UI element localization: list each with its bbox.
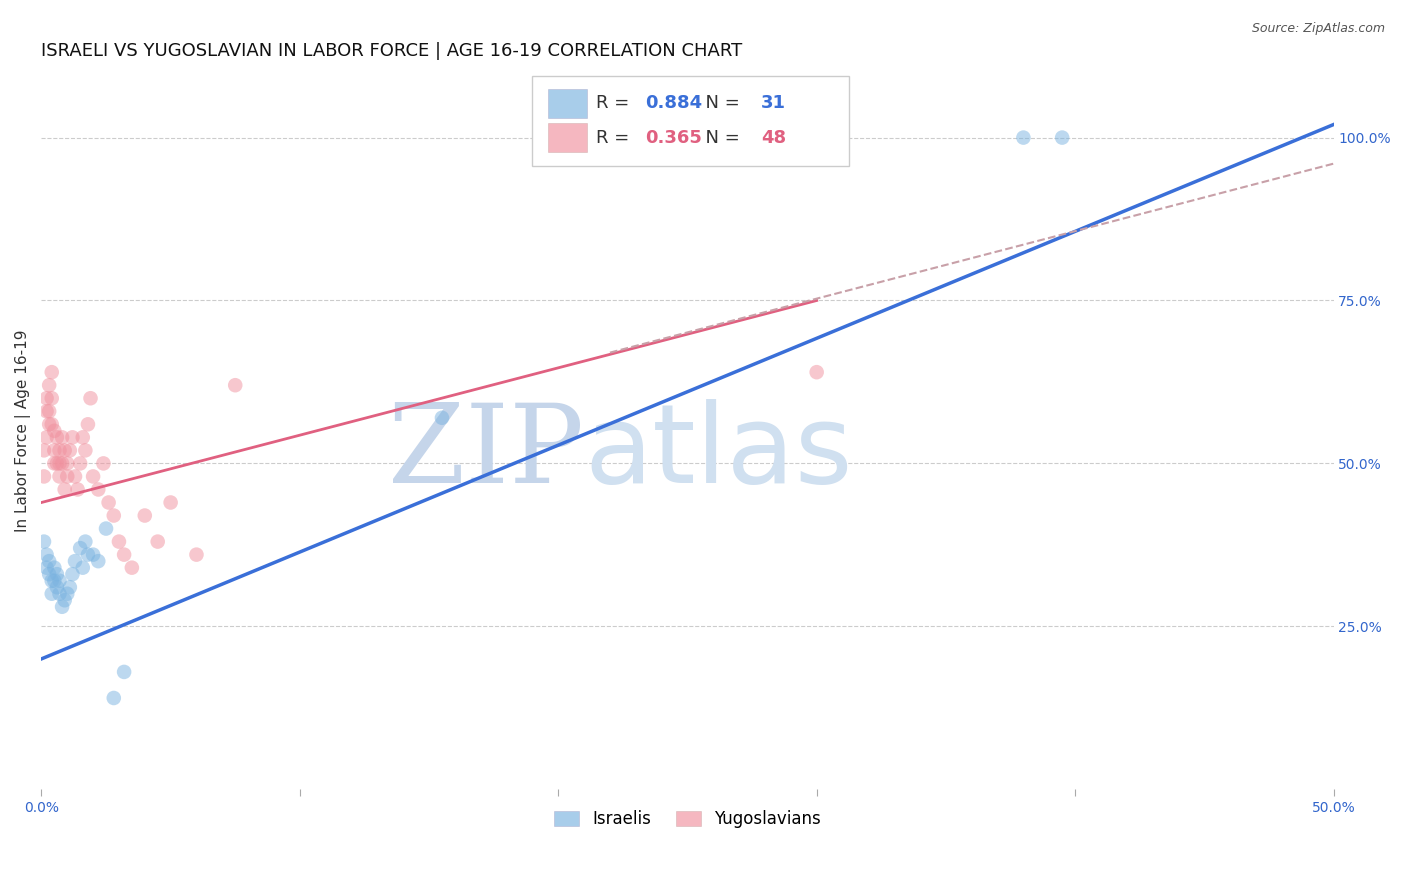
Text: R =: R = [596,95,634,112]
Point [38,567,60,582]
Point [75,534,97,549]
Point [45,457,67,471]
Point [45,580,67,594]
Text: 0.365: 0.365 [645,128,702,146]
Point [97,495,120,509]
Text: Source: ZipAtlas.com: Source: ZipAtlas.com [1251,22,1385,36]
Point [79,391,101,405]
Point [45,567,67,582]
Point [44,457,66,471]
Point [35,560,58,574]
Point [63,554,86,568]
Point [44,443,66,458]
FancyBboxPatch shape [533,76,849,166]
Point [35,404,58,418]
Text: ZIP: ZIP [388,399,583,506]
Point [66,483,89,497]
Point [63,469,86,483]
Point [62,430,84,444]
Text: N =: N = [695,95,745,112]
Point [35,548,58,562]
Point [146,534,169,549]
Point [224,378,246,392]
FancyBboxPatch shape [548,123,586,152]
Point [72,560,94,574]
Text: atlas: atlas [583,399,852,506]
Point [87,483,110,497]
Point [59,580,82,594]
Text: 0.884: 0.884 [645,95,702,112]
Point [82,469,104,483]
Point [38,378,60,392]
Text: R =: R = [596,128,634,146]
Point [41,574,63,588]
Point [430,410,453,425]
Point [35,391,58,405]
Point [41,587,63,601]
Point [121,560,143,574]
Point [103,508,125,523]
Point [48,587,70,601]
Point [1012,130,1035,145]
Point [44,424,66,438]
Point [112,548,135,562]
Point [1050,130,1073,145]
Text: ISRAELI VS YUGOSLAVIAN IN LABOR FORCE | AGE 16-19 CORRELATION CHART: ISRAELI VS YUGOSLAVIAN IN LABOR FORCE | … [41,42,742,60]
Point [41,417,63,432]
Text: N =: N = [695,128,745,146]
Point [41,365,63,379]
Point [44,560,66,574]
Point [41,391,63,405]
Point [103,691,125,706]
Point [93,457,115,471]
Point [53,443,76,458]
FancyBboxPatch shape [548,89,586,118]
Text: 31: 31 [761,95,786,112]
Point [77,548,100,562]
Point [77,417,100,432]
Point [32,443,55,458]
Point [59,443,82,458]
Point [51,599,73,614]
Point [82,548,104,562]
Point [94,522,117,536]
Point [108,534,131,549]
Point [56,457,79,471]
Point [38,404,60,418]
Point [48,574,70,588]
Legend: Israelis, Yugoslavians: Israelis, Yugoslavians [547,804,828,835]
Point [112,665,135,679]
Point [56,587,79,601]
Point [48,443,70,458]
Point [186,548,208,562]
Point [56,469,79,483]
Point [32,534,55,549]
Point [62,567,84,582]
Point [134,508,156,523]
Point [48,469,70,483]
Point [51,457,73,471]
Point [53,483,76,497]
Point [69,457,91,471]
Point [53,593,76,607]
Point [87,554,110,568]
Point [38,417,60,432]
Text: 48: 48 [761,128,786,146]
Point [48,457,70,471]
Point [51,430,73,444]
Point [69,541,91,555]
Point [45,430,67,444]
Point [72,430,94,444]
Y-axis label: In Labor Force | Age 16-19: In Labor Force | Age 16-19 [15,329,31,532]
Point [75,443,97,458]
Point [159,495,181,509]
Point [44,574,66,588]
Point [38,554,60,568]
Point [32,469,55,483]
Point [35,430,58,444]
Point [806,365,828,379]
